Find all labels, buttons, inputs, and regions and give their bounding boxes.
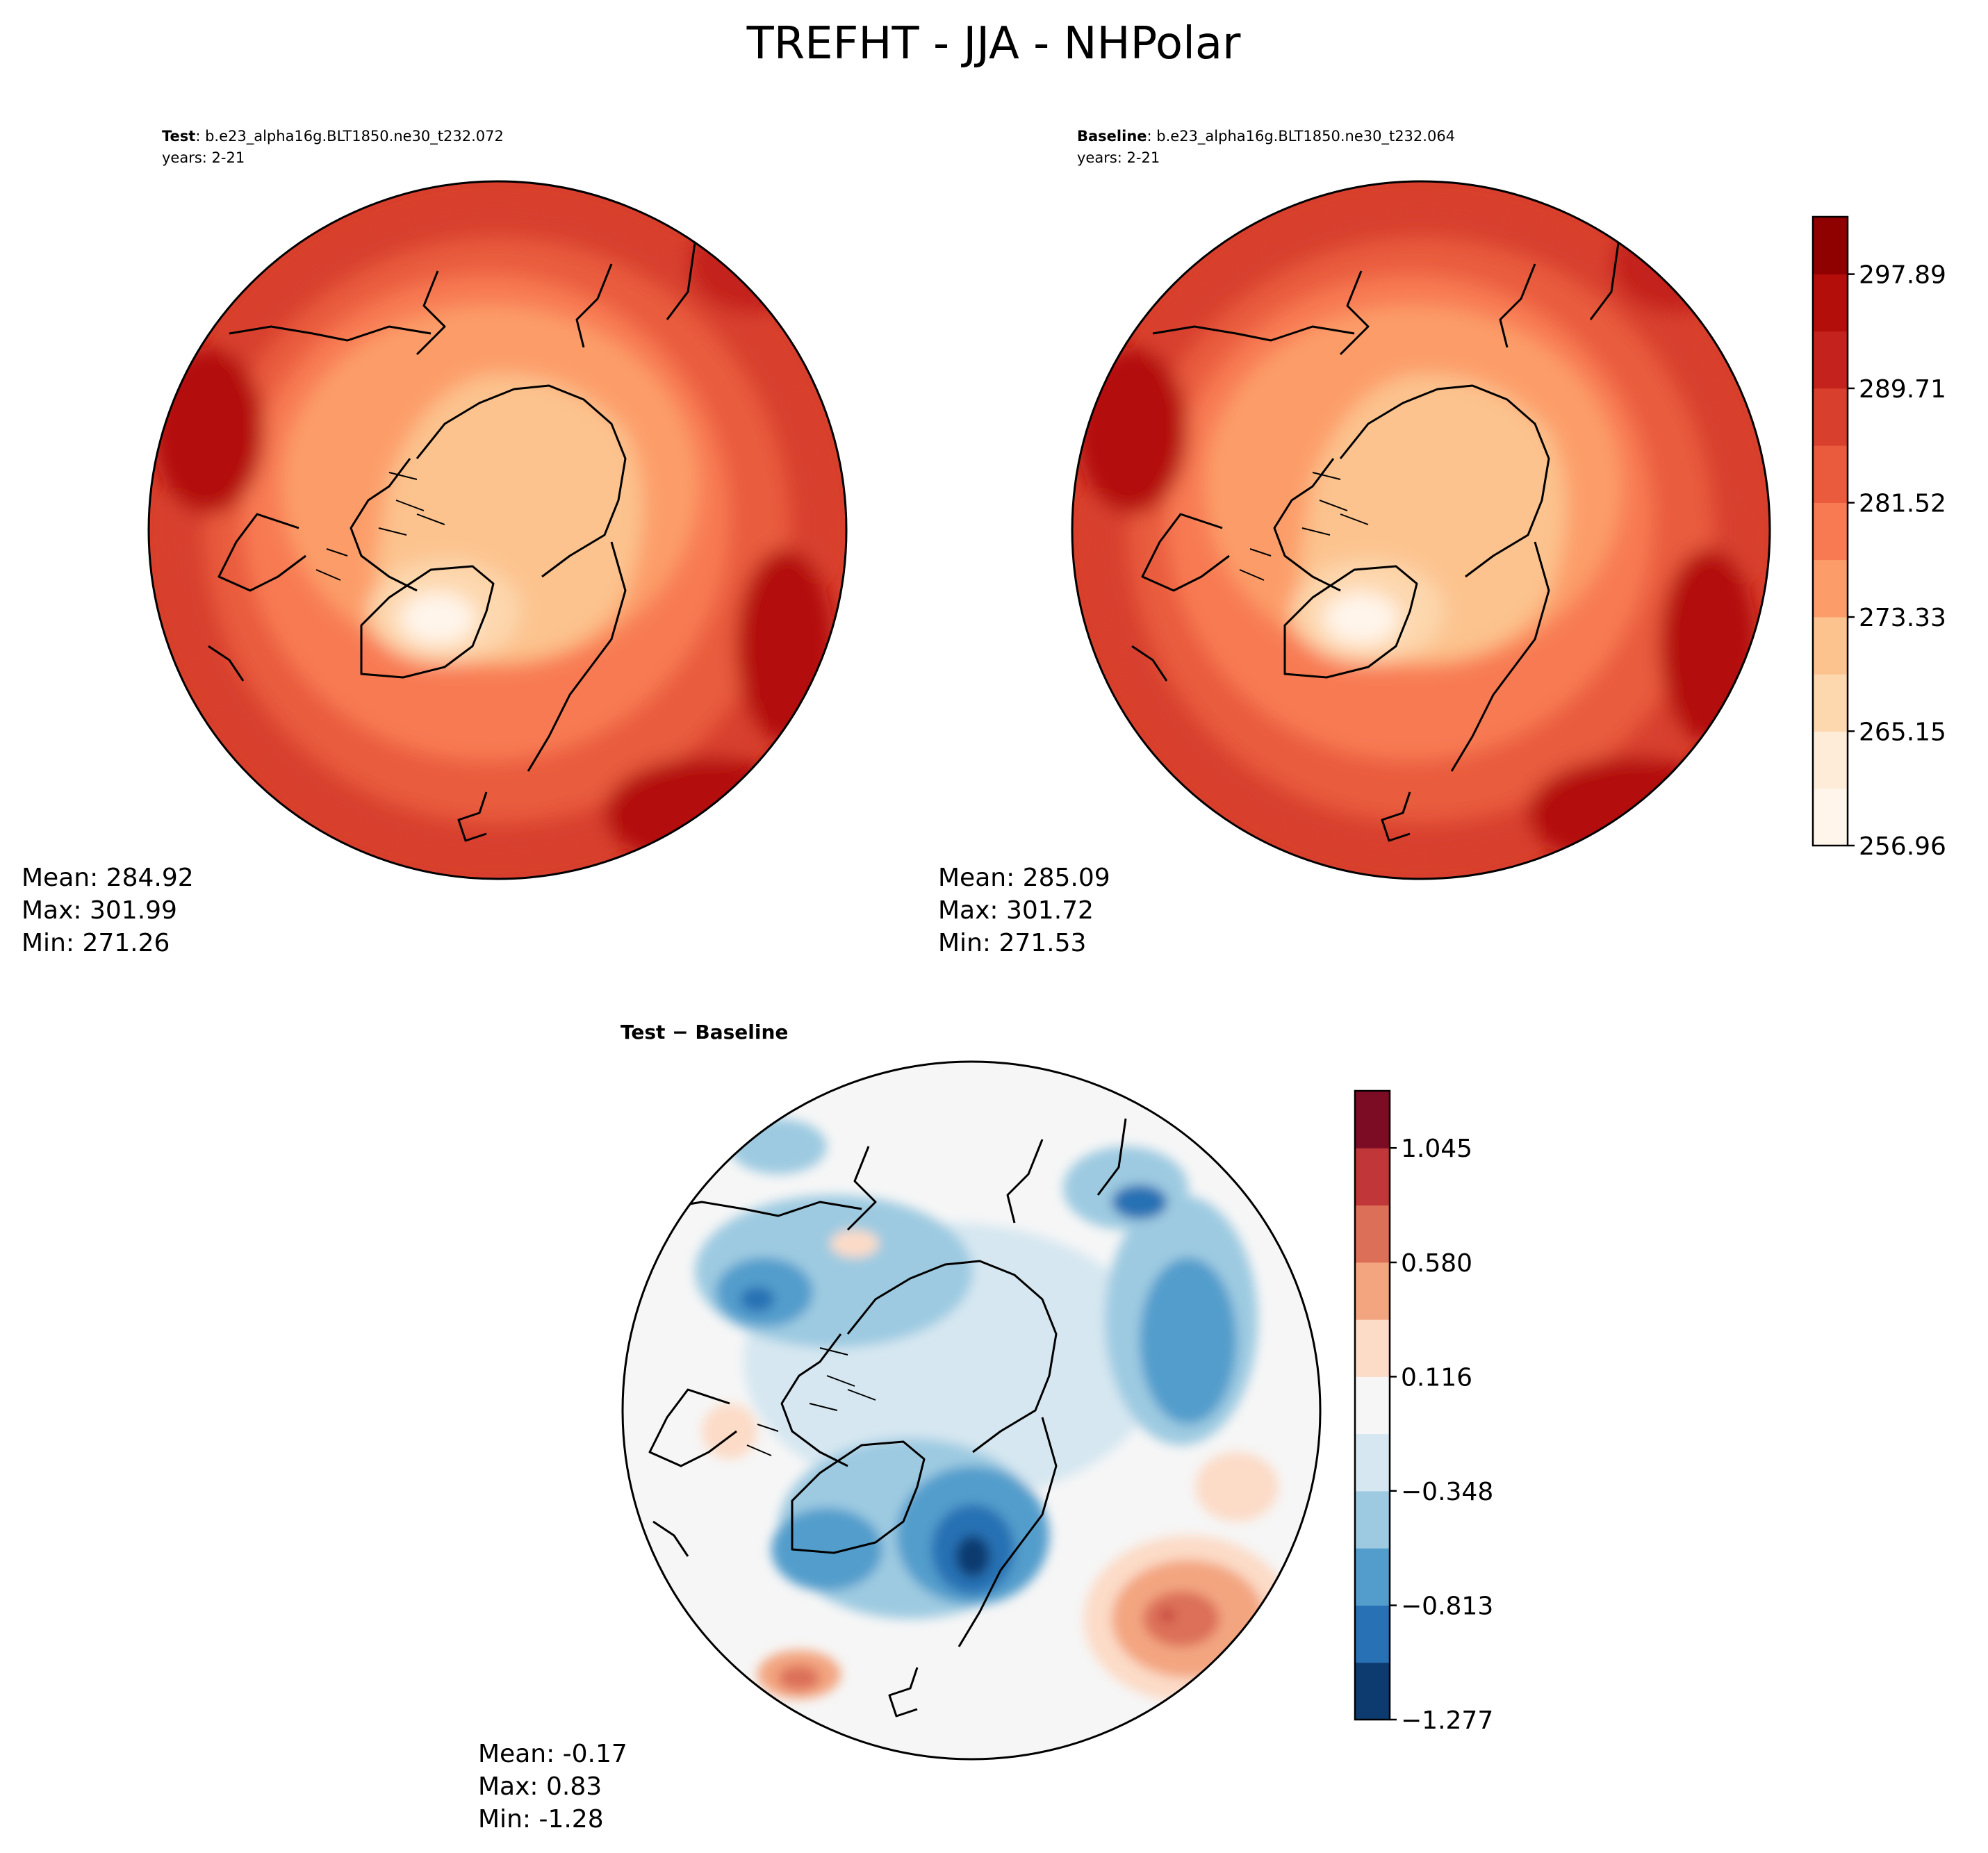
difference-min: Min: -1.28 (478, 1805, 604, 1834)
difference-colorbar: −1.277 −0.813 −0.348 0.116 0.580 1.045 (1354, 1089, 1493, 1735)
test-years: years: 2-21 (162, 149, 245, 166)
temperature-colorbar-level-5 (1813, 502, 1848, 561)
difference-map-boundary (621, 1060, 1322, 1761)
difference-colorbar-level-4 (1355, 1433, 1390, 1492)
difference-colorbar-level-0 (1355, 1662, 1390, 1720)
temperature-colorbar-tick-label: 256.96 (1859, 832, 1946, 861)
difference-colorbar-level-5 (1355, 1376, 1390, 1435)
temperature-colorbar-frame (1812, 215, 1849, 847)
difference-map (623, 1062, 1320, 1759)
baseline-min: Min: 271.53 (938, 929, 1086, 957)
difference-colorbar-tick-label: 0.116 (1401, 1363, 1472, 1392)
difference-label: Test − Baseline (621, 1021, 788, 1044)
test-label-bold: Test (162, 128, 195, 145)
difference-colorbar-tick-label: −1.277 (1401, 1706, 1493, 1735)
test-label-case: : b.e23_alpha16g.BLT1850.ne30_t232.072 (195, 128, 504, 145)
baseline-label: Baseline: b.e23_alpha16g.BLT1850.ne30_t2… (1077, 128, 1455, 145)
difference-max: Max: 0.83 (478, 1772, 602, 1801)
figure-title: TREFHT - JJA - NHPolar (746, 18, 1241, 69)
temperature-colorbar-level-4 (1813, 559, 1848, 618)
temperature-colorbar-level-7 (1813, 388, 1848, 446)
difference-colorbar-level-3 (1355, 1490, 1390, 1549)
difference-colorbar-level-10 (1355, 1091, 1390, 1148)
temperature-colorbar-level-9 (1813, 274, 1848, 332)
temperature-colorbar-level-10 (1813, 217, 1848, 274)
temperature-colorbar-level-8 (1813, 331, 1848, 389)
difference-mean: Mean: -0.17 (478, 1740, 627, 1768)
difference-colorbar-level-7 (1355, 1262, 1390, 1320)
difference-colorbar-level-8 (1355, 1205, 1390, 1263)
baseline-years: years: 2-21 (1077, 149, 1160, 166)
difference-panel: Test − Baseline (478, 1021, 1493, 1834)
test-map (149, 181, 846, 879)
temperature-colorbar-level-6 (1813, 445, 1848, 503)
temperature-colorbar-tick-label: 265.15 (1859, 718, 1946, 746)
temperature-colorbar-tick-label: 297.89 (1859, 261, 1946, 290)
difference-colorbar-tick-label: 0.580 (1401, 1249, 1472, 1278)
temperature-colorbar: 256.96 265.15 273.33 281.52 289.71 297.89 (1812, 215, 1946, 861)
test-panel: Test: b.e23_alpha16g.BLT1850.ne30_t232.0… (22, 128, 848, 957)
temperature-colorbar-tick-label: 281.52 (1859, 490, 1946, 518)
difference-colorbar-tick-label: −0.348 (1401, 1478, 1493, 1506)
test-max: Max: 301.99 (22, 896, 177, 925)
baseline-mean: Mean: 285.09 (938, 864, 1110, 892)
temperature-colorbar-tick-label: 289.71 (1859, 375, 1946, 404)
difference-colorbar-frame (1354, 1089, 1391, 1721)
temperature-colorbar-tick-label: 273.33 (1859, 604, 1946, 632)
difference-colorbar-level-6 (1355, 1319, 1390, 1377)
temperature-colorbar-level-0 (1813, 788, 1848, 846)
baseline-map (1072, 181, 1770, 879)
test-mean: Mean: 284.92 (22, 864, 194, 892)
test-map-boundary (147, 180, 848, 880)
baseline-label-bold: Baseline (1077, 128, 1147, 145)
difference-colorbar-level-1 (1355, 1605, 1390, 1663)
temperature-colorbar-level-1 (1813, 731, 1848, 789)
difference-colorbar-tick-label: −0.813 (1401, 1592, 1493, 1621)
test-min: Min: 271.26 (22, 929, 170, 957)
temperature-colorbar-level-2 (1813, 674, 1848, 732)
baseline-max: Max: 301.72 (938, 896, 1094, 925)
temperature-colorbar-level-3 (1813, 616, 1848, 675)
baseline-map-boundary (1071, 180, 1771, 880)
difference-colorbar-level-9 (1355, 1148, 1390, 1206)
difference-colorbar-level-2 (1355, 1548, 1390, 1606)
baseline-label-case: : b.e23_alpha16g.BLT1850.ne30_t232.064 (1147, 128, 1456, 145)
baseline-panel: Baseline: b.e23_alpha16g.BLT1850.ne30_t2… (938, 128, 1946, 957)
test-label: Test: b.e23_alpha16g.BLT1850.ne30_t232.0… (162, 128, 504, 145)
difference-colorbar-tick-label: 1.045 (1401, 1135, 1472, 1163)
